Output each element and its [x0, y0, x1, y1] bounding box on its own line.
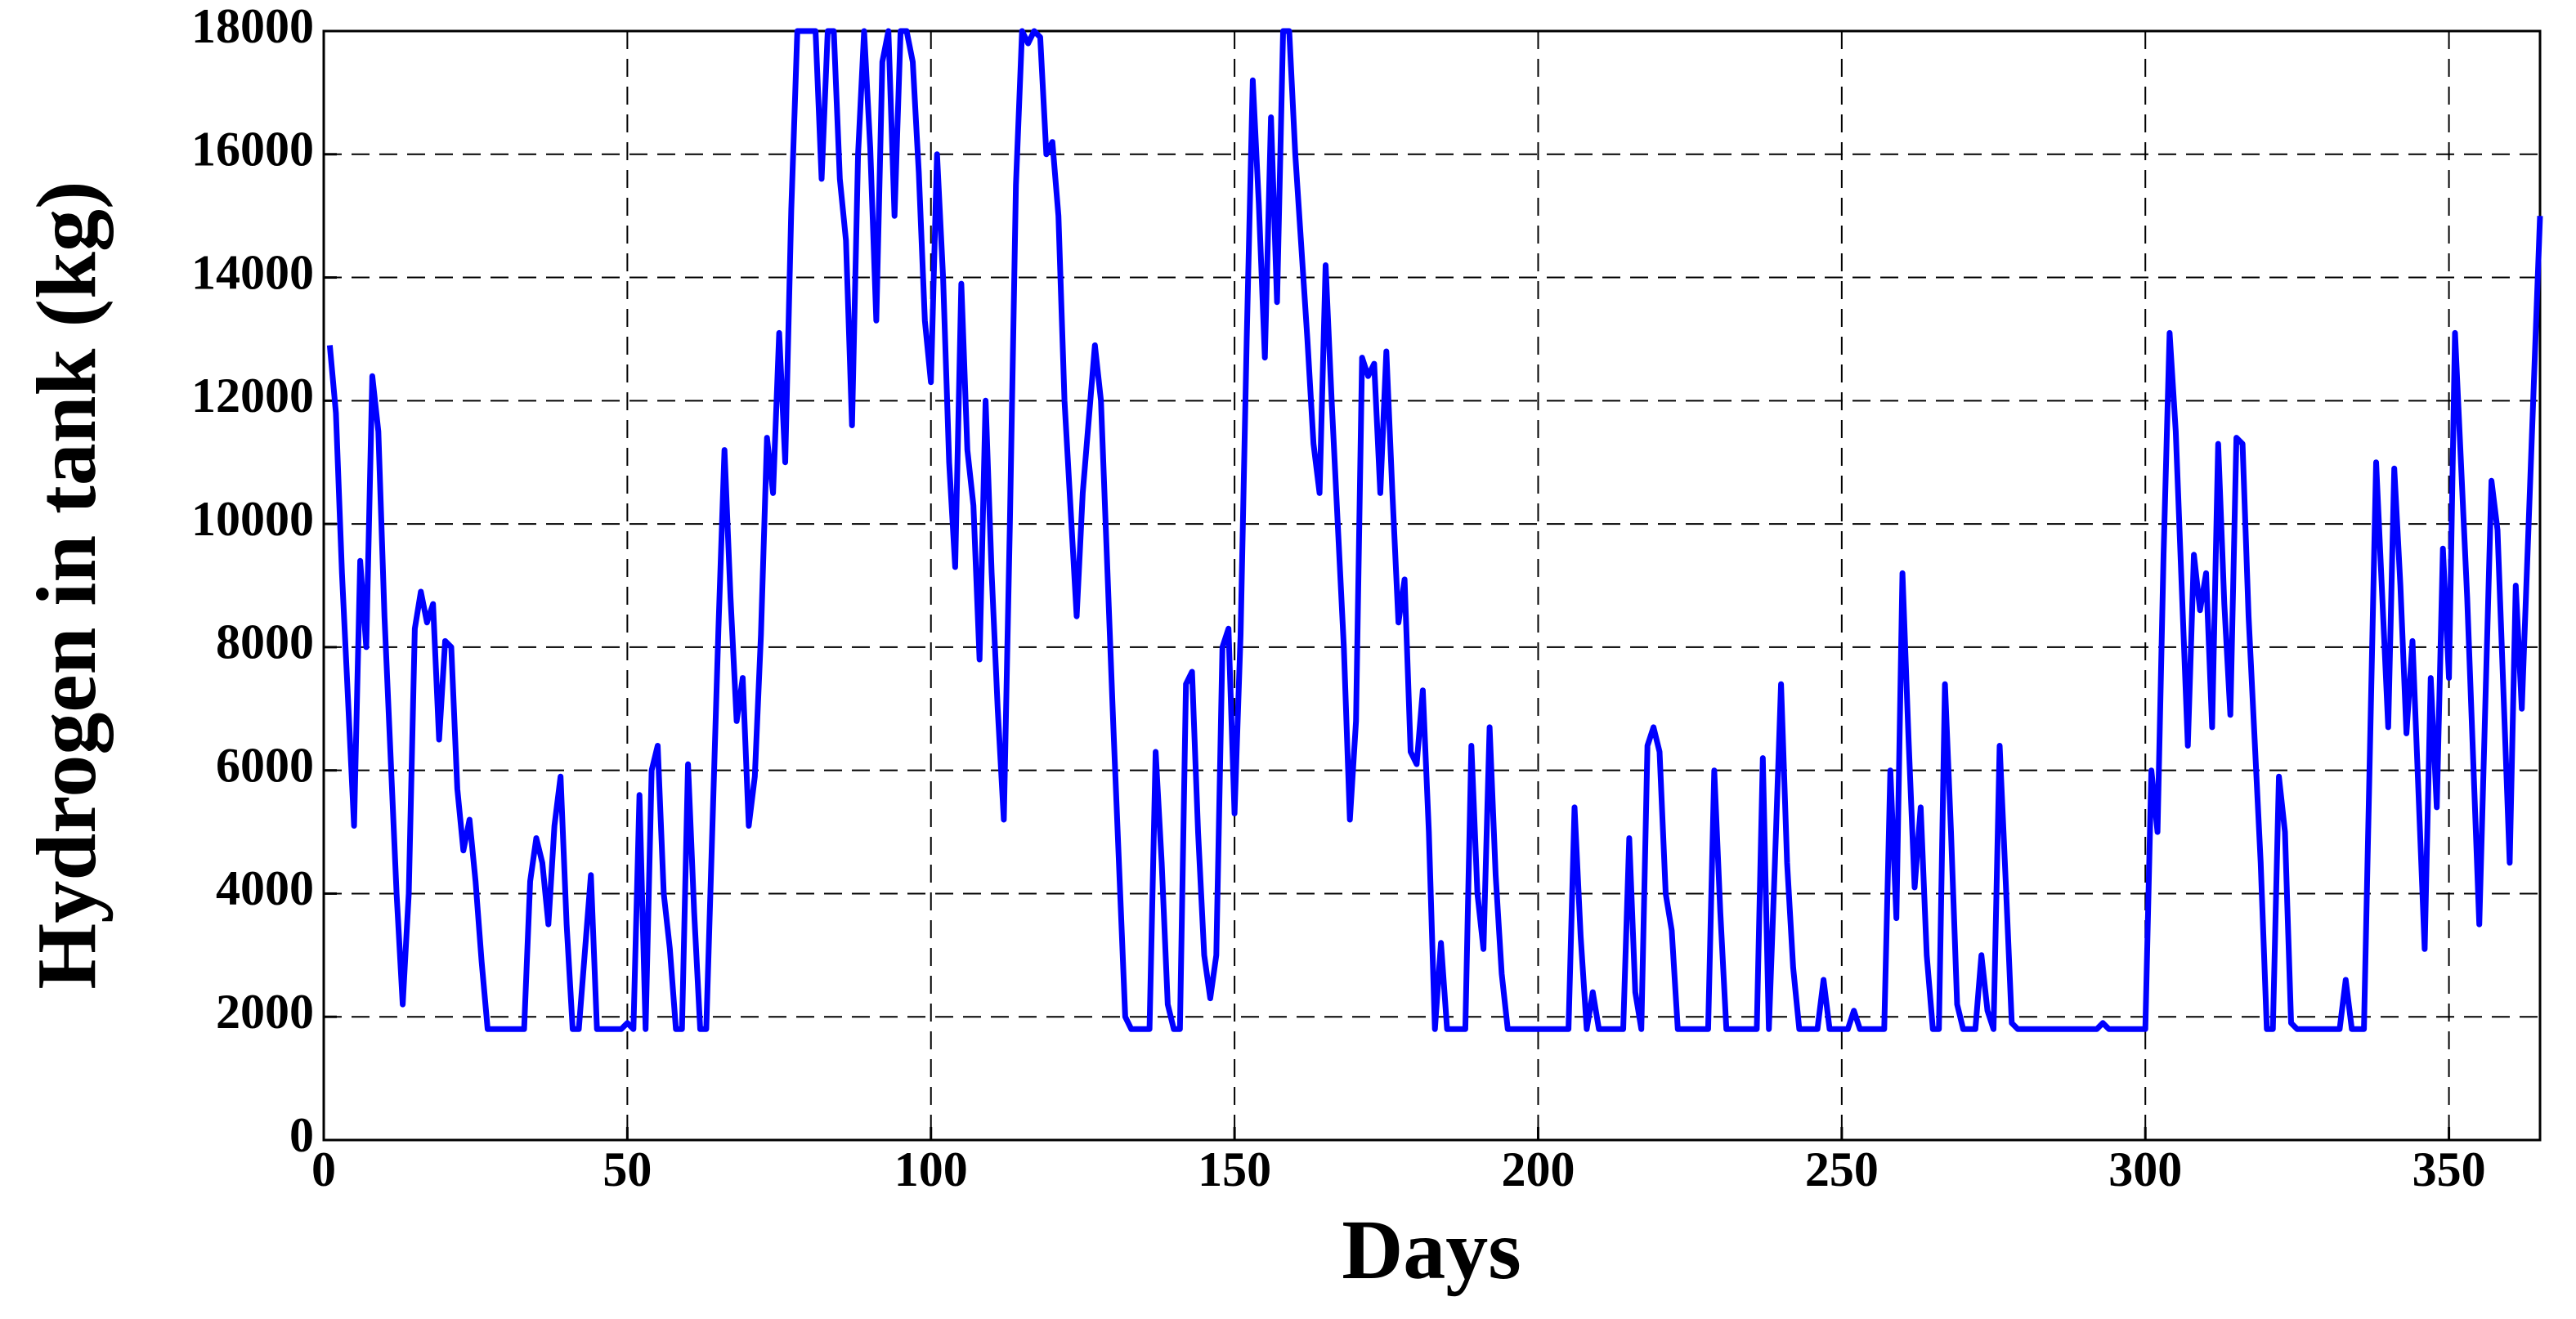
- x-tick-label: 0: [311, 1142, 336, 1196]
- x-tick-label: 150: [1198, 1142, 1271, 1196]
- x-tick-label: 100: [894, 1142, 968, 1196]
- y-axis-label: Hydrogen in tank (kg): [20, 181, 114, 989]
- x-tick-label: 350: [2412, 1142, 2486, 1196]
- y-tick-label: 12000: [191, 369, 314, 423]
- y-tick-label: 0: [289, 1108, 314, 1162]
- y-tick-label: 18000: [191, 0, 314, 53]
- plot-frame: [322, 29, 2542, 1142]
- data-line: [326, 28, 2543, 1032]
- x-tick-label: 250: [1805, 1142, 1879, 1196]
- x-tick-label: 200: [1501, 1142, 1575, 1196]
- y-tick-label: 2000: [216, 985, 314, 1039]
- x-tick-label: 300: [2108, 1142, 2182, 1196]
- x-axis-label: Days: [1342, 1203, 1521, 1297]
- y-tick-label: 4000: [216, 861, 314, 915]
- y-tick-label: 10000: [191, 492, 314, 546]
- y-tick-label: 6000: [216, 738, 314, 792]
- y-tick-label: 14000: [191, 245, 314, 299]
- y-tick-label: 8000: [216, 615, 314, 669]
- y-tick-label: 16000: [191, 123, 314, 177]
- x-tick-label: 50: [603, 1142, 652, 1196]
